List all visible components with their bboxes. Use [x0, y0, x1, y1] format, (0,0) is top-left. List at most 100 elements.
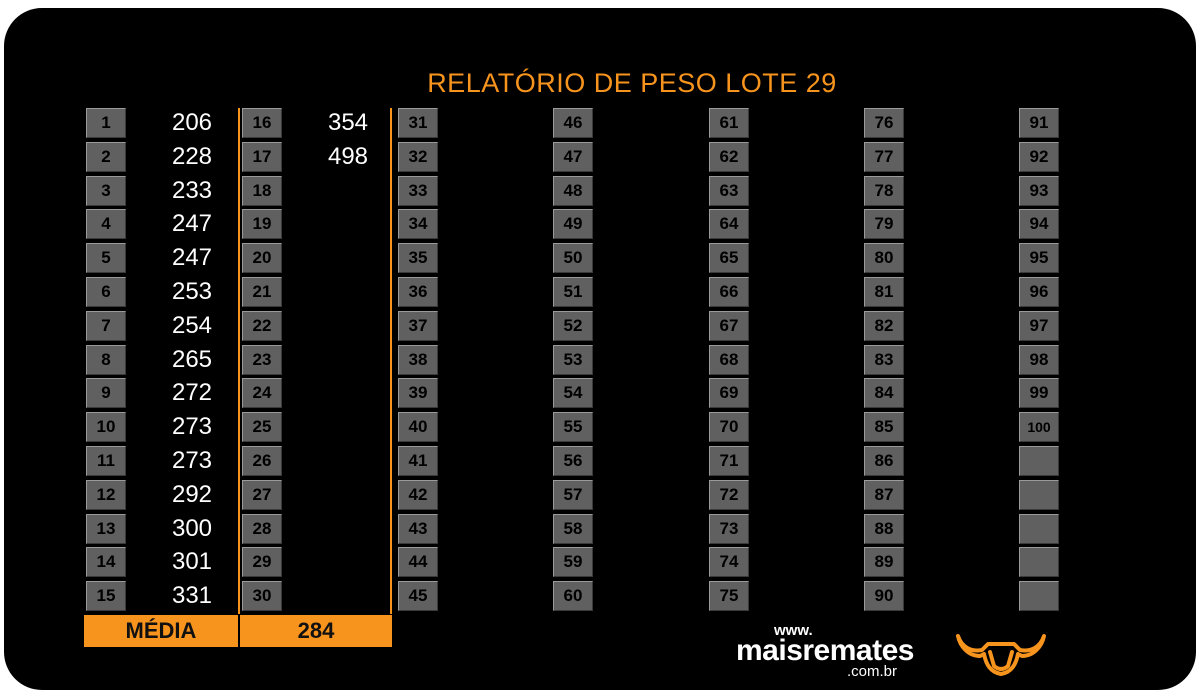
- animal-number-cell: 86: [864, 446, 904, 476]
- weight-value: 498: [327, 142, 369, 170]
- animal-number-cell: 31: [398, 108, 438, 138]
- empty-number-cell: [1019, 446, 1059, 476]
- animal-number-cell: 81: [864, 277, 904, 307]
- animal-number-cell: 32: [398, 141, 438, 172]
- animal-number-cell: 98: [1019, 344, 1059, 375]
- animal-number-cell: 51: [553, 277, 593, 307]
- animal-number-cell: 73: [709, 513, 749, 544]
- animal-number-cell: 16: [242, 108, 282, 138]
- animal-number-cell: 34: [398, 209, 438, 240]
- animal-number-cell: 97: [1019, 310, 1059, 341]
- animal-number-cell: 52: [553, 310, 593, 341]
- animal-number-cell: 83: [864, 344, 904, 375]
- average-value-box: [240, 615, 392, 647]
- animal-number-cell: 47: [553, 141, 593, 172]
- brand-domain: .com.br: [847, 663, 898, 680]
- animal-number-cell: 13: [86, 513, 126, 544]
- animal-number-cell: 23: [242, 344, 282, 375]
- animal-number-cell: 92: [1019, 141, 1059, 172]
- animal-number-cell: 80: [864, 243, 904, 274]
- animal-number-cell: 1: [86, 108, 126, 138]
- animal-number-cell: 48: [553, 175, 593, 206]
- animal-number-cell: 76: [864, 108, 904, 138]
- animal-number-cell: 66: [709, 277, 749, 307]
- orange-divider-right: [390, 108, 392, 614]
- orange-divider-left: [238, 108, 240, 614]
- animal-number-cell: 59: [553, 547, 593, 578]
- animal-number-cell: 99: [1019, 378, 1059, 409]
- animal-number-cell: 46: [553, 108, 593, 138]
- animal-number-cell: 15: [86, 581, 126, 612]
- animal-number-cell: 88: [864, 513, 904, 544]
- brand-www: www.: [774, 622, 813, 639]
- animal-number-cell: 3: [86, 175, 126, 206]
- animal-number-cell: 49: [553, 209, 593, 240]
- average-label: MÉDIA: [125, 618, 197, 643]
- weight-value: 206: [171, 109, 213, 136]
- average-label-box: [84, 615, 238, 647]
- animal-number-cell: 85: [864, 412, 904, 443]
- animal-number-cell: 77: [864, 141, 904, 172]
- animal-number-cell: 65: [709, 243, 749, 274]
- animal-number-cell: 29: [242, 547, 282, 578]
- animal-number-cell: 10: [86, 412, 126, 443]
- animal-number-cell: 72: [709, 479, 749, 510]
- empty-number-cell: [1019, 547, 1059, 578]
- weight-value: 247: [171, 244, 213, 272]
- animal-number-cell: 7: [86, 310, 126, 341]
- animal-number-cell: 91: [1019, 108, 1059, 138]
- weight-value: 354: [327, 109, 369, 136]
- animal-number-cell: 74: [709, 547, 749, 578]
- weight-value: 273: [171, 413, 213, 441]
- animal-number-cell: 43: [398, 513, 438, 544]
- average-value: 284: [297, 618, 335, 643]
- animal-number-cell: 21: [242, 277, 282, 307]
- animal-number-cell: 61: [709, 108, 749, 138]
- animal-number-cell: 53: [553, 344, 593, 375]
- weight-value: 272: [171, 379, 213, 407]
- weight-value: 331: [171, 582, 213, 610]
- animal-number-cell: 11: [86, 446, 126, 476]
- animal-number-cell: 20: [242, 243, 282, 274]
- animal-number-cell: 100: [1019, 412, 1059, 443]
- animal-number-cell: 33: [398, 175, 438, 206]
- animal-number-cell: 9: [86, 378, 126, 409]
- animal-number-cell: 94: [1019, 209, 1059, 240]
- report-title: RELATÓRIO DE PESO LOTE 29: [427, 68, 837, 98]
- report-board: RELATÓRIO DE PESO LOTE 29 1 206 2 228 3 233 4 2…: [4, 8, 1196, 690]
- animal-number-cell: 39: [398, 378, 438, 409]
- weight-value: 273: [171, 447, 213, 474]
- animal-number-cell: 62: [709, 141, 749, 172]
- animal-number-cell: 82: [864, 310, 904, 341]
- animal-number-cell: 64: [709, 209, 749, 240]
- animal-number-cell: 6: [86, 277, 126, 307]
- animal-number-cell: 12: [86, 479, 126, 510]
- empty-number-cell: [1019, 513, 1059, 544]
- animal-number-cell: 67: [709, 310, 749, 341]
- weight-value: 233: [171, 176, 213, 204]
- animal-number-cell: 89: [864, 547, 904, 578]
- animal-number-cell: 26: [242, 446, 282, 476]
- animal-number-cell: 2: [86, 141, 126, 172]
- animal-number-cell: 35: [398, 243, 438, 274]
- animal-number-cell: 87: [864, 479, 904, 510]
- animal-number-cell: 50: [553, 243, 593, 274]
- animal-number-cell: 27: [242, 479, 282, 510]
- animal-number-cell: 93: [1019, 175, 1059, 206]
- weight-value: 301: [171, 548, 213, 576]
- weight-value: 253: [171, 278, 213, 305]
- animal-number-cell: 90: [864, 581, 904, 612]
- bull-head-icon: [956, 634, 1046, 676]
- weight-value: 228: [171, 142, 213, 170]
- weight-value: 254: [171, 311, 213, 339]
- animal-number-cell: 25: [242, 412, 282, 443]
- animal-number-cell: 84: [864, 378, 904, 409]
- weight-value: 265: [171, 345, 213, 373]
- animal-number-cell: 42: [398, 479, 438, 510]
- animal-number-cell: 30: [242, 581, 282, 612]
- animal-number-cell: 96: [1019, 277, 1059, 307]
- weight-value: 247: [171, 210, 213, 238]
- animal-number-cell: 54: [553, 378, 593, 409]
- animal-number-cell: 71: [709, 446, 749, 476]
- animal-number-cell: 40: [398, 412, 438, 443]
